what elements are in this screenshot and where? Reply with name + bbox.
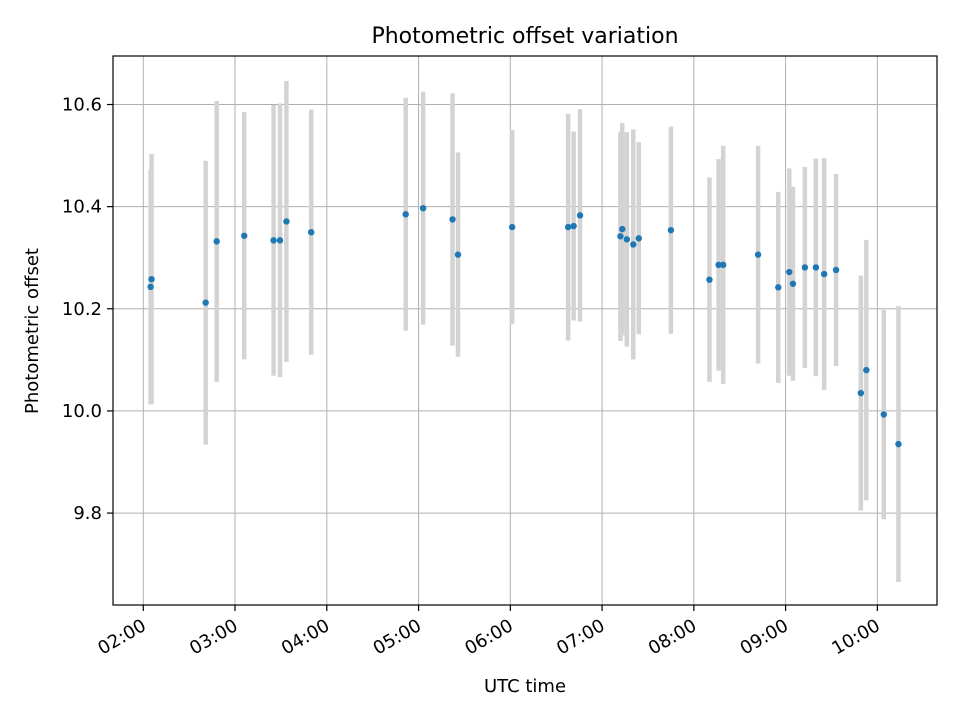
y-tick-label: 10.4 — [62, 197, 102, 218]
data-point — [630, 241, 637, 248]
x-axis-label: UTC time — [484, 676, 566, 697]
y-tick-label: 10.6 — [62, 95, 102, 116]
data-point — [454, 251, 462, 258]
data-point — [832, 266, 840, 274]
chart-title: Photometric offset variation — [371, 24, 678, 49]
data-point — [706, 276, 713, 283]
data-point — [820, 270, 828, 278]
y-axis-ticks: 9.8 10.0 10.2 10.4 10.6 — [62, 95, 113, 524]
data-point — [880, 411, 887, 418]
data-point — [564, 223, 572, 231]
y-tick-label: 10.2 — [62, 299, 102, 320]
data-point — [863, 366, 870, 374]
data-point — [419, 204, 427, 212]
data-point — [270, 237, 277, 244]
data-point — [508, 223, 516, 231]
grid — [113, 56, 937, 605]
data-point — [276, 237, 284, 244]
data-point — [148, 275, 155, 283]
data-point — [895, 440, 902, 448]
data-point — [570, 222, 577, 230]
plot-frame — [112, 55, 938, 606]
data-point — [202, 299, 209, 306]
data-point — [786, 268, 793, 276]
data-point — [308, 228, 315, 236]
data-point — [789, 280, 797, 287]
data-point — [147, 283, 154, 291]
data-point — [667, 226, 675, 234]
data-point — [619, 225, 626, 233]
data-point — [449, 216, 456, 223]
data-point — [241, 232, 248, 239]
data-point — [720, 261, 727, 269]
data-point — [801, 264, 809, 271]
data-point — [812, 264, 820, 271]
data-point — [213, 238, 220, 245]
y-axis-label: Photometric offset — [22, 248, 43, 414]
data-point — [617, 233, 624, 240]
y-tick-label: 9.8 — [73, 503, 102, 524]
data-points — [147, 204, 902, 448]
data-point — [402, 211, 409, 218]
data-point — [754, 251, 762, 258]
data-point — [775, 284, 782, 291]
data-point — [283, 218, 290, 225]
data-point — [576, 212, 584, 219]
data-point — [635, 235, 642, 242]
data-point — [715, 261, 722, 269]
data-point — [623, 236, 631, 243]
data-point — [857, 389, 865, 397]
y-tick-label: 10.0 — [62, 401, 102, 422]
